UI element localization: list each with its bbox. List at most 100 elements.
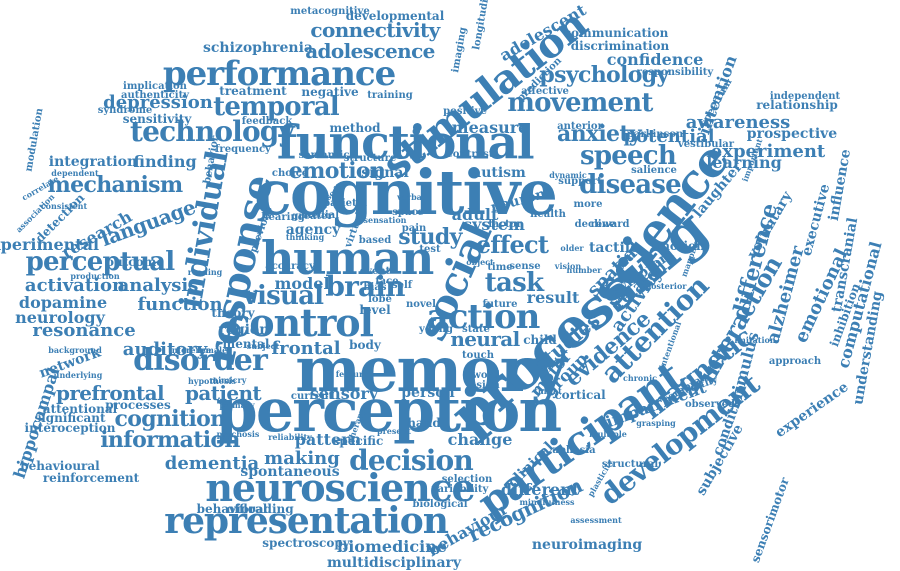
cloud-word: spontaneous [240,464,340,480]
cloud-word: feedback [241,116,293,127]
cloud-word: female [196,345,228,355]
cloud-word: sensitivity [122,112,192,126]
cloud-word: visual [242,281,324,311]
cloud-word: representation [164,500,449,542]
cloud-word: number [566,265,602,275]
cloud-word: assessment [570,515,622,525]
cloud-word: control [227,300,374,345]
cloud-word: vision [554,261,582,271]
cloud-word: mindfulness [519,497,575,507]
cloud-word: dopamine [18,293,108,312]
cloud-word: parietal [323,198,367,209]
cloud-word: function [137,294,223,315]
cloud-word: reinforcement [42,471,140,485]
cloud-word: neuroimaging [531,537,643,553]
cloud-word: decline [574,219,616,230]
cloud-word: technology [130,115,295,148]
cloud-word: choice [271,168,309,179]
cloud-word: spectroscopy [262,536,350,550]
cloud-word: mimicry [209,375,247,385]
cloud-word: sensorimotor [748,475,792,565]
cloud-word: variability [431,484,489,495]
cloud-word: greater [291,211,333,222]
cloud-word: awareness [685,112,791,133]
cloud-word: subject [246,341,280,351]
cloud-word: brain [325,270,405,303]
cloud-word: sensory [309,384,379,403]
cloud-word: activation [24,275,126,296]
cloud-word: space [392,207,424,218]
cloud-word: approach [768,356,822,367]
cloud-word: neural [450,327,520,351]
cloud-word: child [523,333,557,347]
cloud-word: verbal [397,192,425,202]
cloud-word: novel [406,299,436,310]
cloud-word: negative [301,85,359,99]
cloud-word: grasping [636,418,676,428]
cloud-word: state [462,324,490,335]
cloud-word: object [466,257,494,267]
cloud-word: frequency [215,144,271,155]
cloud-word: temporal [213,92,340,122]
cloud-word: time [487,262,513,273]
cloud-word: responsibility [636,67,714,78]
cloud-word: sense [509,261,541,272]
cloud-word: underlying [53,370,103,380]
cloud-word: emotion [288,158,386,184]
cloud-word: implication [123,81,187,92]
cloud-word: health [530,209,566,220]
cloud-word: body [349,338,381,352]
cloud-word: dependent [51,168,99,178]
cloud-word: disease [579,170,682,200]
cloud-word: background [48,345,102,355]
cloud-word: structure [343,153,397,164]
cloud-word: structural [601,459,659,470]
cloud-word: performance [162,54,396,94]
cloud-word: cognition [114,406,226,432]
cloud-word: treatment [219,84,287,98]
cloud-word: experience [772,379,852,441]
cloud-word: adolescence [305,39,435,63]
cloud-word: affective [521,86,569,97]
cloud-word: discrimination [570,39,670,53]
cloud-word: prefrontal [55,381,165,405]
cloud-word: connectivity [310,18,440,42]
cloud-word: potential [623,126,715,147]
cloud-word: imitation [734,335,776,345]
cloud-word: young [418,324,454,335]
cloud-word: movement [507,88,653,118]
cloud-word: dynamic [549,170,587,180]
cloud-word: measure [451,118,529,137]
cloud-word: anxiety [556,121,642,147]
cloud-word: hand [407,416,441,430]
cloud-word: biomedicine [337,537,447,556]
cloud-word: psychology [539,62,669,88]
cloud-word: mechanism [47,172,184,198]
cloud-word: memory [295,333,566,406]
cloud-word: hypothesis [187,376,237,386]
cloud-word: mental [222,337,270,351]
cloud-word: attentional [42,402,118,416]
cloud-word: level [359,303,391,317]
cloud-word: future [482,299,518,310]
cloud-word: interoception [24,421,116,435]
cloud-word: behavioural [20,459,100,473]
cloud-word: longitudinal [471,0,494,51]
cloud-word: cognitive [253,156,558,229]
cloud-word: processes [105,398,171,412]
cloud-word: based [358,235,392,246]
cloud-word: consistent [40,201,88,211]
cloud-word: selection [441,474,493,485]
cloud-word: adult [451,205,499,224]
cloud-word: schizophrenia [202,40,314,56]
cloud-word: outcome [106,255,164,269]
cloud-word: positive [443,106,487,117]
cloud-word: psychosis [216,429,260,439]
cloud-word: self [391,280,413,291]
cloud-word: effect [475,230,549,259]
cloud-word: lobe [368,294,392,305]
cloud-word: vestibular [677,139,735,150]
cloud-word: reward [590,219,630,230]
cloud-word: change [447,430,513,449]
